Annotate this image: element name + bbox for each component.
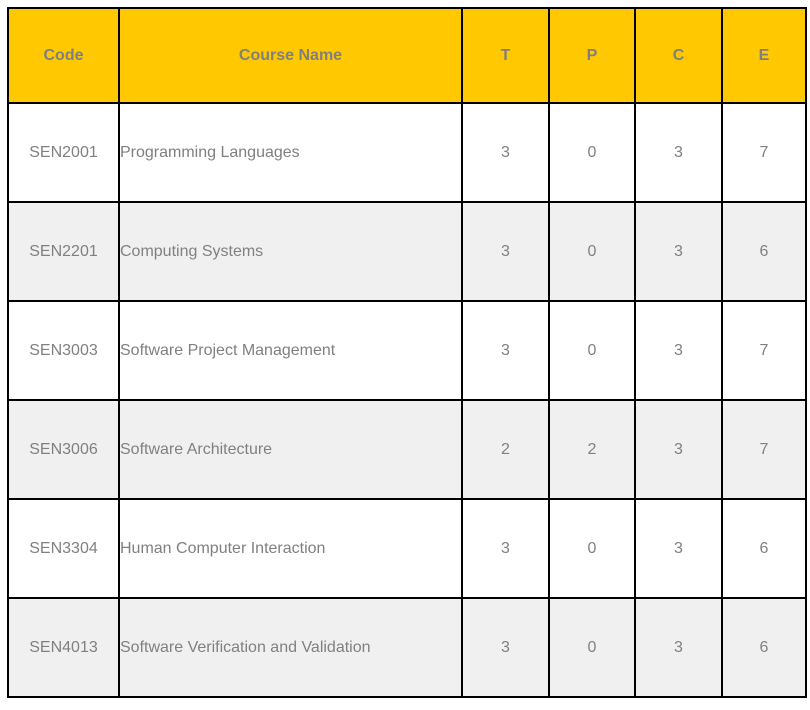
cell-course-name: Human Computer Interaction: [118, 498, 463, 599]
cell-t: 3: [461, 201, 550, 302]
cell-code: SEN3304: [7, 498, 120, 599]
course-table: Code Course Name T P C E SEN2001 Program…: [7, 7, 807, 698]
cell-e: 6: [721, 498, 807, 599]
cell-p: 0: [548, 300, 636, 401]
column-header-code: Code: [7, 7, 120, 104]
column-header-t: T: [461, 7, 550, 104]
cell-course-name: Programming Languages: [118, 102, 463, 203]
cell-c: 3: [634, 201, 723, 302]
cell-code: SEN2001: [7, 102, 120, 203]
cell-p: 0: [548, 102, 636, 203]
table-row: SEN4013 Software Verification and Valida…: [7, 597, 807, 698]
cell-c: 3: [634, 300, 723, 401]
table-row: SEN2201 Computing Systems 3 0 3 6: [7, 201, 807, 302]
column-header-c: C: [634, 7, 723, 104]
table-row: SEN3304 Human Computer Interaction 3 0 3…: [7, 498, 807, 599]
cell-t: 2: [461, 399, 550, 500]
cell-e: 7: [721, 102, 807, 203]
cell-p: 2: [548, 399, 636, 500]
column-header-course-name: Course Name: [118, 7, 463, 104]
cell-c: 3: [634, 102, 723, 203]
cell-e: 6: [721, 201, 807, 302]
cell-code: SEN4013: [7, 597, 120, 698]
cell-t: 3: [461, 102, 550, 203]
cell-p: 0: [548, 597, 636, 698]
cell-c: 3: [634, 597, 723, 698]
cell-course-name: Computing Systems: [118, 201, 463, 302]
table-row: SEN3003 Software Project Management 3 0 …: [7, 300, 807, 401]
cell-c: 3: [634, 399, 723, 500]
cell-code: SEN3003: [7, 300, 120, 401]
header-row: Code Course Name T P C E: [7, 7, 807, 104]
table-row: SEN3006 Software Architecture 2 2 3 7: [7, 399, 807, 500]
column-header-p: P: [548, 7, 636, 104]
cell-e: 6: [721, 597, 807, 698]
column-header-e: E: [721, 7, 807, 104]
cell-code: SEN2201: [7, 201, 120, 302]
cell-c: 3: [634, 498, 723, 599]
cell-e: 7: [721, 399, 807, 500]
cell-t: 3: [461, 498, 550, 599]
cell-t: 3: [461, 300, 550, 401]
cell-p: 0: [548, 201, 636, 302]
cell-course-name: Software Verification and Validation: [118, 597, 463, 698]
table-row: SEN2001 Programming Languages 3 0 3 7: [7, 102, 807, 203]
cell-course-name: Software Architecture: [118, 399, 463, 500]
cell-code: SEN3006: [7, 399, 120, 500]
cell-t: 3: [461, 597, 550, 698]
cell-course-name: Software Project Management: [118, 300, 463, 401]
cell-e: 7: [721, 300, 807, 401]
cell-p: 0: [548, 498, 636, 599]
